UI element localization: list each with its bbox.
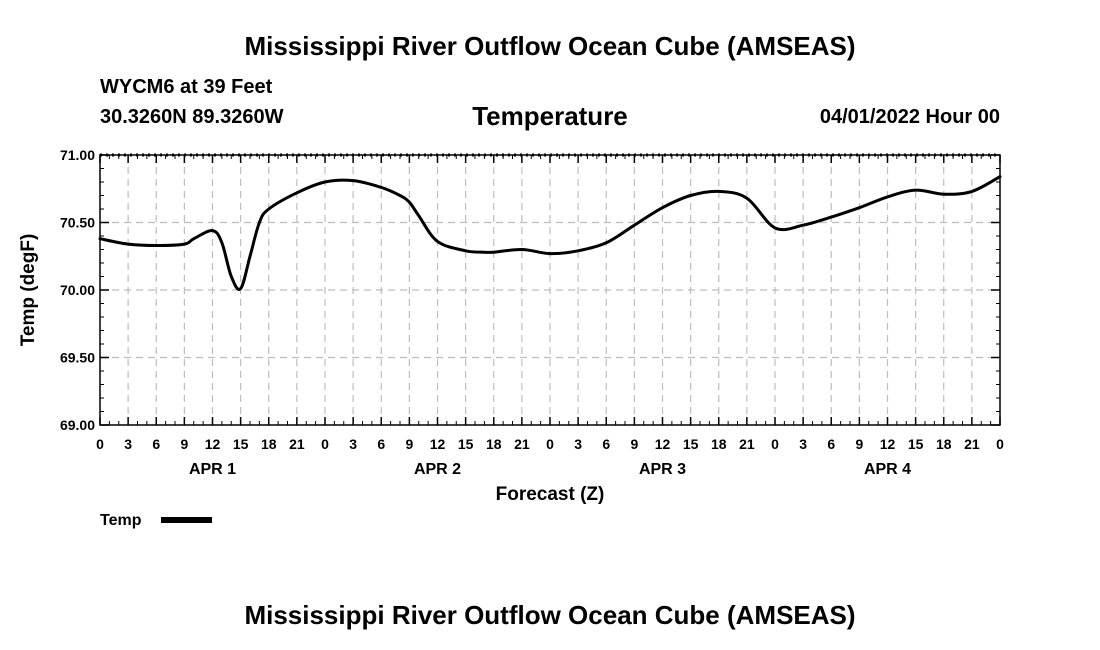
x-tick-label: 18 [936,436,952,452]
x-tick-label: 6 [377,436,385,452]
y-axis-title: Temp (degF) [18,234,39,347]
series-line-temp [98,175,1002,291]
day-label: APR 2 [414,461,461,478]
x-tick-label: 9 [630,436,638,452]
axes-layer [99,153,1001,426]
page-title: Mississippi River Outflow Ocean Cube (AM… [244,31,856,61]
station-label: WYCM6 at 39 Feet [100,76,273,98]
x-tick-label: 15 [458,436,474,452]
y-tick-label: 70.00 [60,282,95,298]
day-label: APR 3 [639,461,686,478]
x-tick-label: 0 [546,436,554,452]
datetime-label: 04/01/2022 Hour 00 [819,106,1000,128]
x-tick-label: 0 [771,436,779,452]
x-tick-label: 12 [430,436,446,452]
labels-layer: 69.00 69.50 70.00 70.50 71.00 0 3 6 9 12 15 18 21 0 3 6… [60,147,1004,478]
y-tick-label: 70.50 [60,215,95,231]
x-tick-label: 12 [655,436,671,452]
x-tick-label: 9 [180,436,188,452]
day-label: APR 4 [864,461,911,478]
x-tick-label: 12 [880,436,896,452]
x-tick-label: 15 [683,436,699,452]
day-label: APR 1 [189,461,236,478]
x-tick-label: 21 [514,436,530,452]
x-tick-label: 0 [96,436,104,452]
x-tick-label: 21 [289,436,305,452]
x-tick-label: 18 [261,436,277,452]
x-tick-label: 21 [739,436,755,452]
x-tick-label: 3 [124,436,132,452]
grid-layer [100,155,1000,425]
x-tick-label: 9 [855,436,863,452]
x-tick-label: 18 [711,436,727,452]
x-tick-label: 0 [996,436,1004,452]
x-tick-label: 3 [574,436,582,452]
y-tick-label: 69.50 [60,350,95,366]
x-tick-label: 15 [908,436,924,452]
x-axis-title: Forecast (Z) [496,484,605,505]
x-tick-label: 0 [321,436,329,452]
coordinates-label: 30.3260N 89.3260W [100,106,284,128]
legend-label: Temp [100,512,142,529]
legend: Temp [100,512,212,529]
x-tick-label: 21 [964,436,980,452]
x-tick-label: 9 [405,436,413,452]
y-tick-label: 69.00 [60,417,95,433]
chart-subtitle: Temperature [472,101,628,131]
x-tick-label: 15 [233,436,249,452]
x-tick-label: 12 [205,436,221,452]
x-tick-label: 6 [152,436,160,452]
x-tick-label: 6 [602,436,610,452]
x-tick-label: 3 [349,436,357,452]
footer-title: Mississippi River Outflow Ocean Cube (AM… [244,600,856,630]
x-tick-label: 3 [799,436,807,452]
series-layer [98,175,1002,291]
x-tick-label: 18 [486,436,502,452]
y-tick-label: 71.00 [60,147,95,163]
x-tick-label: 6 [827,436,835,452]
